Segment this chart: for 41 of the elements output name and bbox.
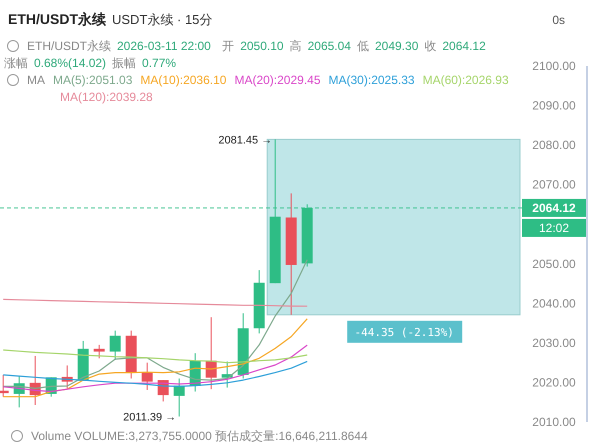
y-tick-label: 2070.00 (532, 178, 576, 192)
ref-line-label: 2064.12 (532, 200, 576, 215)
text: MA(60):2026.93 (422, 73, 509, 87)
text: 开 (222, 39, 234, 53)
text: 低 (356, 39, 369, 53)
y-tick-label: 2030.00 (532, 336, 576, 350)
text: 2064.12 (442, 39, 486, 53)
text: 0s (552, 13, 565, 27)
text: MA(20):2029.45 (234, 73, 321, 87)
annotation: 2011.39 → (123, 412, 176, 424)
y-tick-label: 2050.00 (532, 256, 576, 271)
band-label: -44.35 (-2.13%) (354, 326, 454, 339)
annotation: 振幅 (112, 56, 136, 70)
chart-title: ETH/USDT永续 (8, 11, 107, 27)
line-series (2, 318, 308, 398)
text: 2065.04 (308, 39, 352, 53)
y-tick-label: 2020.00 (532, 375, 576, 390)
text: MA(30):2025.33 (328, 73, 415, 87)
y-tick-label: 2100.00 (532, 59, 576, 73)
text: 2049.30 (374, 39, 419, 53)
text: 2050.10 (240, 39, 284, 53)
y-tick-label: 2090.00 (532, 98, 576, 113)
annotation: 涨幅 (4, 56, 28, 70)
text: MA(5):2051.03 (53, 73, 133, 87)
y-tick-label: 2040.00 (532, 296, 576, 310)
annotation: 2081.45 → (218, 134, 272, 146)
text: MA(120):2039.28 (60, 90, 154, 104)
text: 12:02 (538, 220, 570, 235)
line-series (2, 298, 308, 307)
text: 收 (424, 39, 436, 53)
annotation: 0.68%(14.02) (34, 56, 106, 70)
text: ETH/USDT永续 (27, 39, 111, 53)
text: Volume VOLUME:3,273,755.0000 预估成交量:16,646,211.8644 (31, 429, 368, 443)
annotation: 0.77% (142, 56, 176, 70)
legend-title: MA (27, 73, 45, 87)
chart-subtitle: USDT永续 · 15分 (112, 12, 212, 27)
y-tick-label: 2010.00 (532, 415, 576, 429)
text: 2026-03-11 22:00 (117, 39, 212, 53)
y-tick-label: 2080.00 (532, 138, 576, 152)
text: MA(10):2036.10 (140, 73, 227, 87)
text: 高 (290, 39, 302, 53)
